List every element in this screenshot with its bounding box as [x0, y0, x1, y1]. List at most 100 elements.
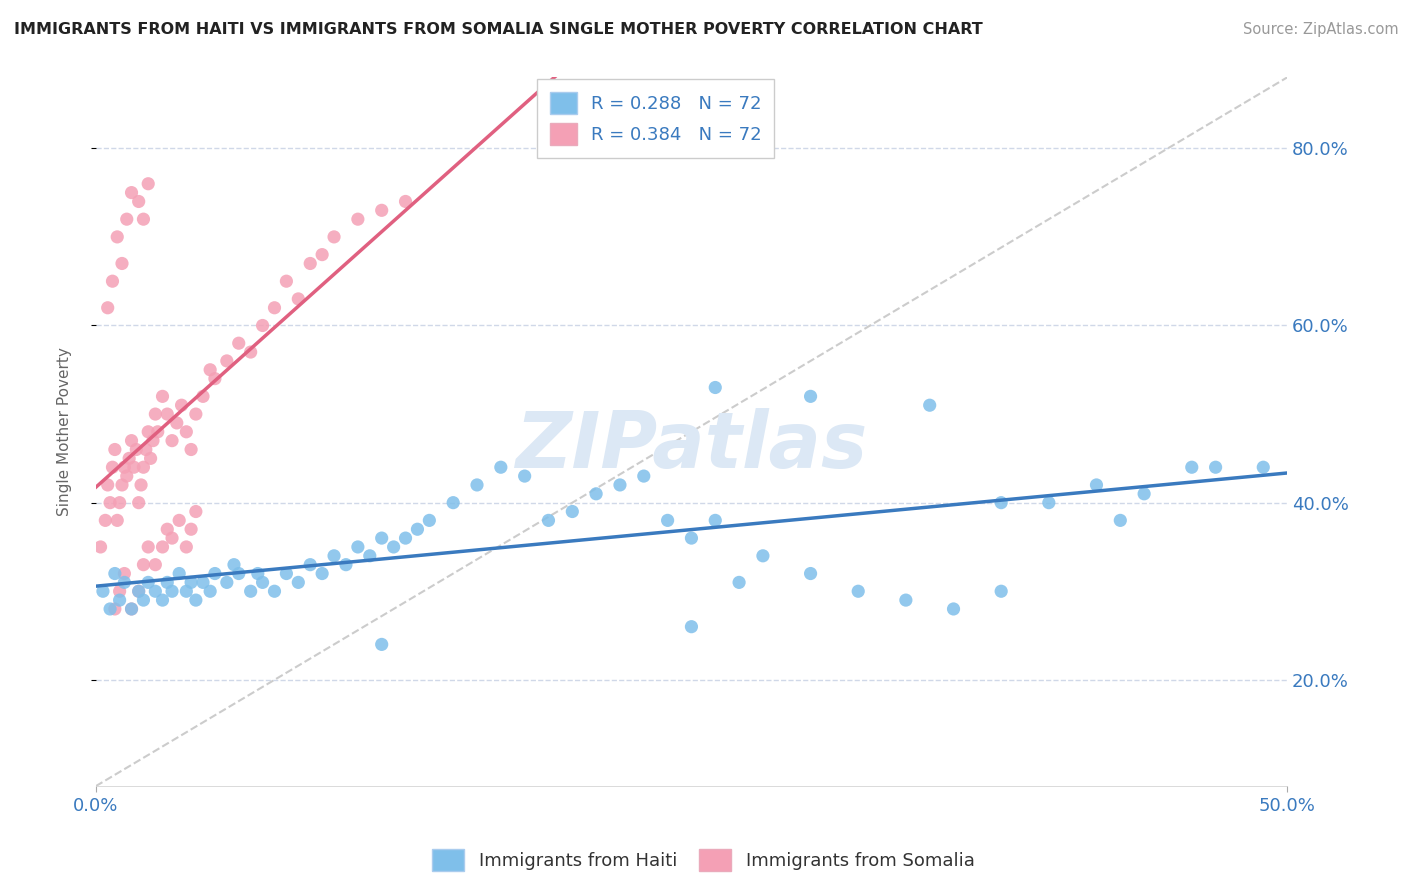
Point	[156, 575, 179, 590]
Point	[418, 513, 440, 527]
Point	[537, 513, 560, 527]
Point	[135, 442, 157, 457]
Point	[136, 540, 159, 554]
Point	[561, 504, 583, 518]
Point	[180, 522, 202, 536]
Point	[681, 620, 703, 634]
Point	[681, 531, 703, 545]
Point	[228, 336, 250, 351]
Point	[918, 398, 941, 412]
Point	[1109, 513, 1132, 527]
Point	[276, 566, 298, 581]
Point	[704, 513, 727, 527]
Point	[128, 584, 150, 599]
Point	[108, 584, 131, 599]
Point	[180, 575, 202, 590]
Point	[105, 513, 128, 527]
Point	[121, 434, 143, 448]
Point	[115, 212, 138, 227]
Point	[299, 558, 322, 572]
Point	[1085, 478, 1108, 492]
Point	[728, 575, 751, 590]
Point	[394, 194, 416, 209]
Point	[121, 186, 143, 200]
Point	[704, 380, 727, 394]
Point	[1251, 460, 1274, 475]
Point	[323, 549, 346, 563]
Point	[160, 434, 183, 448]
Point	[347, 212, 370, 227]
Text: ZIPatlas: ZIPatlas	[516, 408, 868, 484]
Point	[122, 460, 145, 475]
Point	[287, 292, 309, 306]
Point	[942, 602, 965, 616]
Point	[609, 478, 631, 492]
Point	[146, 425, 169, 439]
Point	[132, 460, 155, 475]
Point	[97, 478, 120, 492]
Point	[222, 558, 245, 572]
Point	[263, 584, 285, 599]
Point	[143, 584, 166, 599]
Point	[152, 389, 174, 403]
Point	[465, 478, 488, 492]
Legend: R = 0.288   N = 72, R = 0.384   N = 72: R = 0.288 N = 72, R = 0.384 N = 72	[537, 79, 775, 158]
Point	[198, 584, 221, 599]
Point	[156, 522, 179, 536]
Point	[406, 522, 429, 536]
Point	[198, 363, 221, 377]
Point	[112, 575, 135, 590]
Point	[112, 460, 135, 475]
Point	[239, 345, 262, 359]
Point	[204, 371, 226, 385]
Point	[370, 531, 392, 545]
Point	[513, 469, 536, 483]
Point	[166, 416, 188, 430]
Point	[160, 584, 183, 599]
Point	[347, 540, 370, 554]
Point	[894, 593, 917, 607]
Point	[104, 602, 127, 616]
Point	[121, 602, 143, 616]
Point	[143, 558, 166, 572]
Point	[311, 247, 333, 261]
Point	[323, 230, 346, 244]
Point	[156, 407, 179, 421]
Point	[263, 301, 285, 315]
Point	[132, 212, 155, 227]
Point	[1181, 460, 1204, 475]
Point	[1038, 496, 1060, 510]
Point	[118, 451, 141, 466]
Point	[657, 513, 679, 527]
Point	[228, 566, 250, 581]
Point	[170, 398, 193, 412]
Point	[800, 389, 823, 403]
Point	[215, 354, 238, 368]
Point	[441, 496, 464, 510]
Point	[125, 442, 148, 457]
Point	[204, 566, 226, 581]
Point	[111, 256, 134, 270]
Point	[370, 203, 392, 218]
Point	[108, 593, 131, 607]
Point	[752, 549, 775, 563]
Point	[215, 575, 238, 590]
Point	[370, 637, 392, 651]
Text: Source: ZipAtlas.com: Source: ZipAtlas.com	[1243, 22, 1399, 37]
Point	[152, 540, 174, 554]
Point	[252, 575, 274, 590]
Point	[1133, 487, 1156, 501]
Point	[335, 558, 357, 572]
Point	[143, 407, 166, 421]
Point	[246, 566, 269, 581]
Point	[167, 566, 190, 581]
Point	[167, 513, 190, 527]
Text: IMMIGRANTS FROM HAITI VS IMMIGRANTS FROM SOMALIA SINGLE MOTHER POVERTY CORRELATI: IMMIGRANTS FROM HAITI VS IMMIGRANTS FROM…	[14, 22, 983, 37]
Point	[800, 566, 823, 581]
Point	[990, 496, 1012, 510]
Point	[104, 566, 127, 581]
Point	[299, 256, 322, 270]
Point	[139, 451, 162, 466]
Point	[394, 531, 416, 545]
Point	[136, 575, 159, 590]
